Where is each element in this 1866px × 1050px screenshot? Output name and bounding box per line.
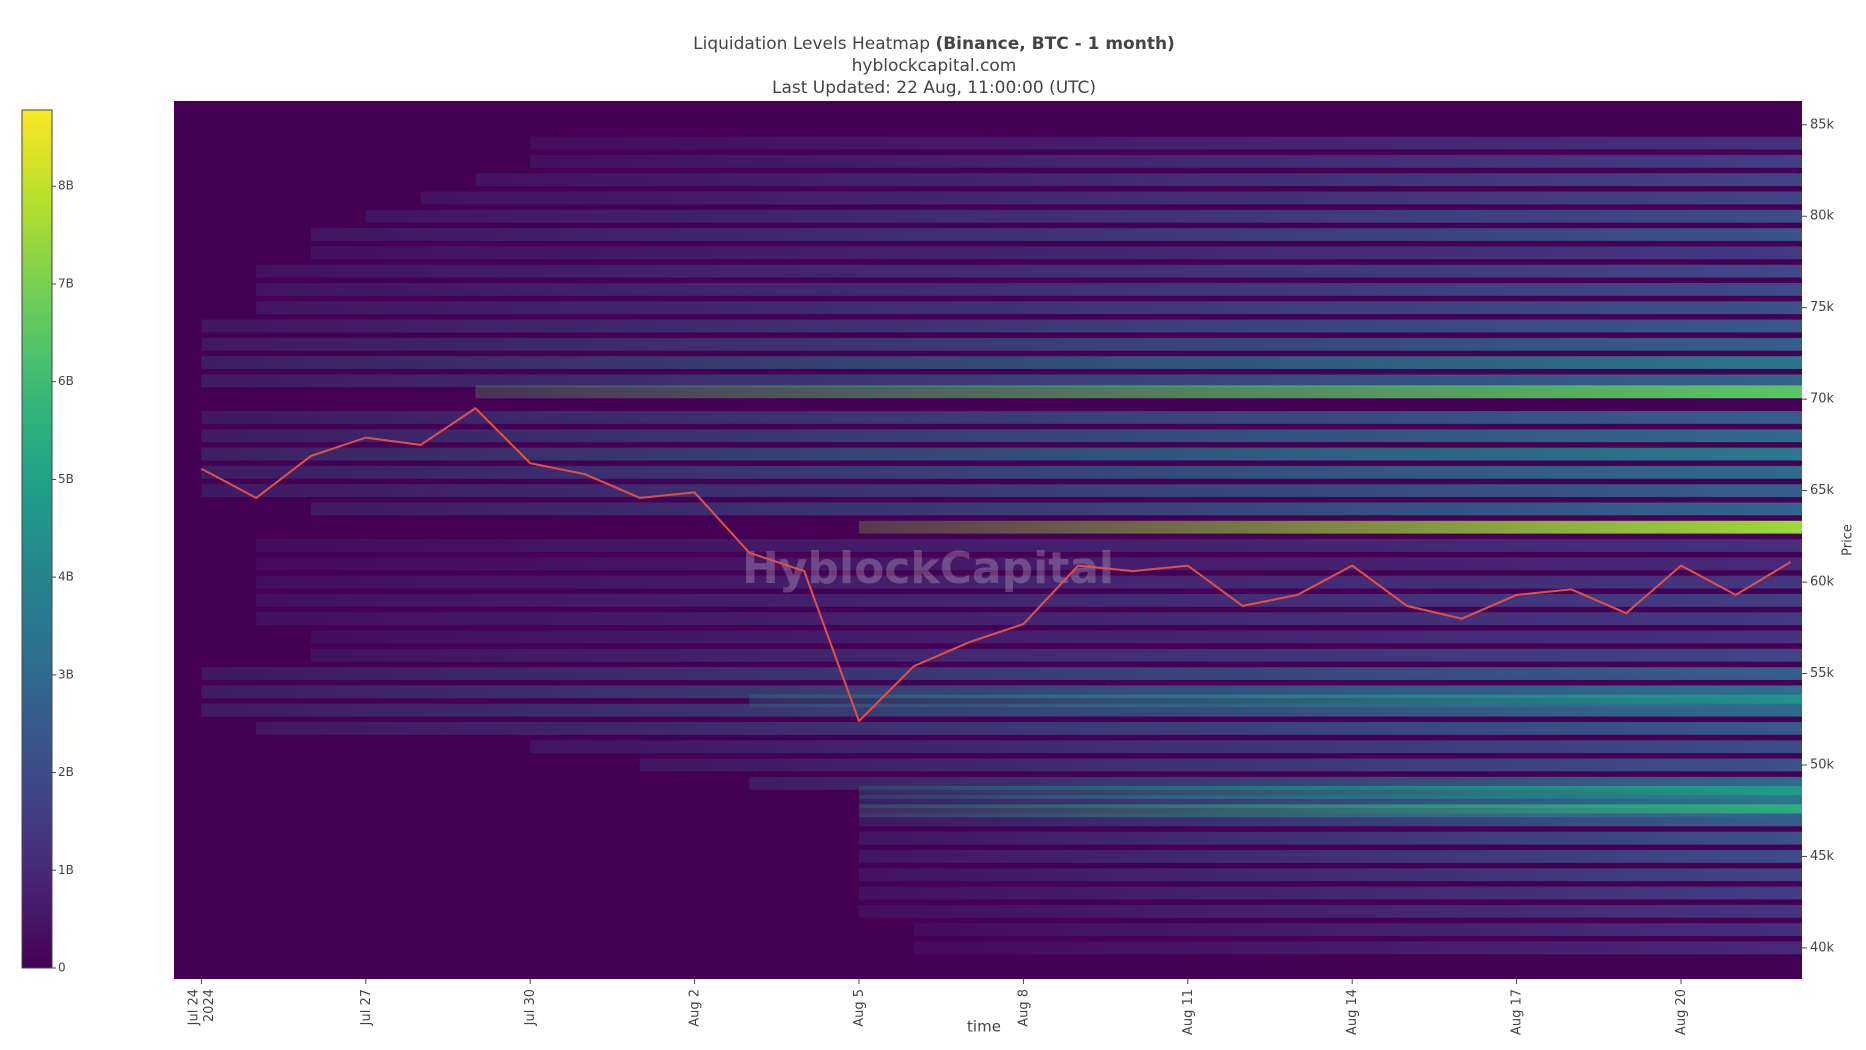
colorbar-tick-label: 2B: [58, 765, 74, 779]
colorbar-tick-label: 8B: [58, 179, 74, 193]
heat-band: [365, 209, 1802, 223]
heat-band: [913, 941, 1802, 955]
heat-band: [530, 136, 1803, 150]
y-axis-label: Price: [1841, 524, 1856, 556]
heat-band: [256, 722, 1802, 735]
heat-band: [256, 593, 1802, 607]
heat-band: [530, 154, 1803, 168]
x-tick-label: Aug 14: [1345, 989, 1360, 1035]
price-line: [200, 407, 1792, 723]
heat-band: [201, 337, 1803, 351]
y-tick-label: 80k: [1810, 209, 1835, 224]
x-tick-label-line: Jul 24: [186, 989, 201, 1026]
colorbar-tick-label: 5B: [58, 472, 74, 486]
heat-band: [201, 484, 1803, 498]
x-tick-label: Jul 242024: [186, 989, 217, 1026]
heat-band: [201, 374, 1803, 388]
x-tick-label-line: 2024: [202, 989, 217, 1022]
y-tick-label: 40k: [1810, 940, 1835, 955]
x-tick-label: Aug 8: [1016, 989, 1031, 1027]
heat-band: [201, 465, 1803, 479]
heat-band: [639, 758, 1803, 772]
heat-band: [310, 648, 1803, 662]
x-tick-label: Jul 30: [523, 989, 538, 1026]
x-tick-label-line: Aug 2: [687, 989, 702, 1027]
colorbar-tick-label: 3B: [58, 667, 74, 681]
y-tick-label: 85k: [1810, 117, 1835, 132]
x-tick-label-line: Aug 11: [1180, 989, 1195, 1035]
heat-band: [256, 575, 1802, 589]
heat-band: [256, 283, 1802, 296]
heat-band: [310, 630, 1803, 644]
heat-band: [475, 173, 1802, 187]
heat-band: [475, 385, 1802, 399]
heat-band: [858, 520, 1802, 534]
colorbar-tick-label: 7B: [58, 276, 74, 290]
heat-band: [256, 264, 1802, 278]
title-main: Liquidation Levels Heatmap: [693, 34, 930, 54]
x-axis-label: time: [967, 1018, 1001, 1036]
x-tick-label-line: Aug 8: [1016, 989, 1031, 1027]
heat-band: [201, 356, 1803, 369]
heat-band: [530, 740, 1803, 754]
colorbar-tick-label: 1B: [58, 863, 74, 877]
heat-band: [201, 447, 1803, 461]
plot-area: HyblockCapital: [174, 101, 1803, 979]
heat-band: [256, 557, 1802, 571]
x-tick-label: Aug 2: [687, 989, 702, 1027]
x-tick-label: Aug 20: [1673, 989, 1688, 1035]
colorbar-tick-label: 4B: [58, 570, 74, 584]
colorbar-tick-label: 0: [58, 961, 66, 975]
heat-band: [858, 813, 1802, 827]
last-updated: Last Updated: 22 Aug, 11:00:00 (UTC): [772, 78, 1096, 98]
x-tick-label-line: Jul 27: [358, 989, 373, 1026]
x-tick-label-line: Jul 30: [523, 989, 538, 1026]
x-tick-label-line: Aug 14: [1345, 989, 1360, 1035]
y-tick-label: 45k: [1810, 849, 1835, 864]
y-tick-label: 60k: [1810, 575, 1835, 590]
heat-band: [310, 502, 1803, 516]
x-tick-label-line: Aug 5: [851, 989, 866, 1027]
heat-band: [858, 850, 1802, 863]
heat-band: [420, 191, 1803, 205]
x-tick-label-line: Aug 17: [1509, 989, 1524, 1035]
colorbar: [21, 109, 53, 969]
y-tick-label: 75k: [1810, 300, 1835, 315]
heat-band: [201, 411, 1803, 424]
heat-band: [310, 228, 1803, 241]
heat-band: [913, 923, 1802, 937]
x-tick-label: Aug 5: [851, 989, 866, 1027]
heat-band: [201, 319, 1803, 333]
x-tick-label: Aug 11: [1180, 989, 1195, 1035]
y-tick-label: 50k: [1810, 757, 1835, 772]
title-emphasis: (Binance, BTC - 1 month): [935, 34, 1174, 54]
x-tick-label: Aug 17: [1509, 989, 1524, 1035]
heat-band: [858, 868, 1802, 882]
heat-band: [201, 429, 1803, 443]
heat-band: [256, 301, 1802, 315]
y-tick-label: 70k: [1810, 392, 1835, 407]
watermark: HyblockCapital: [742, 543, 1114, 594]
heat-band: [310, 246, 1803, 260]
heat-band: [256, 539, 1802, 552]
x-tick-label: Jul 27: [358, 989, 373, 1026]
heat-band: [858, 904, 1802, 918]
chart-subtitle: hyblockcapital.com: [852, 56, 1017, 76]
heat-band: [858, 831, 1802, 845]
heat-band: [201, 703, 1803, 717]
heat-band: [201, 667, 1803, 680]
y-tick-label: 55k: [1810, 666, 1835, 681]
colorbar-tick-label: 6B: [58, 374, 74, 388]
heat-band: [858, 886, 1802, 900]
chart-title: Liquidation Levels Heatmap (Binance, BTC…: [693, 34, 1175, 54]
x-tick-label-line: Aug 20: [1673, 989, 1688, 1035]
y-tick-label: 65k: [1810, 483, 1835, 498]
